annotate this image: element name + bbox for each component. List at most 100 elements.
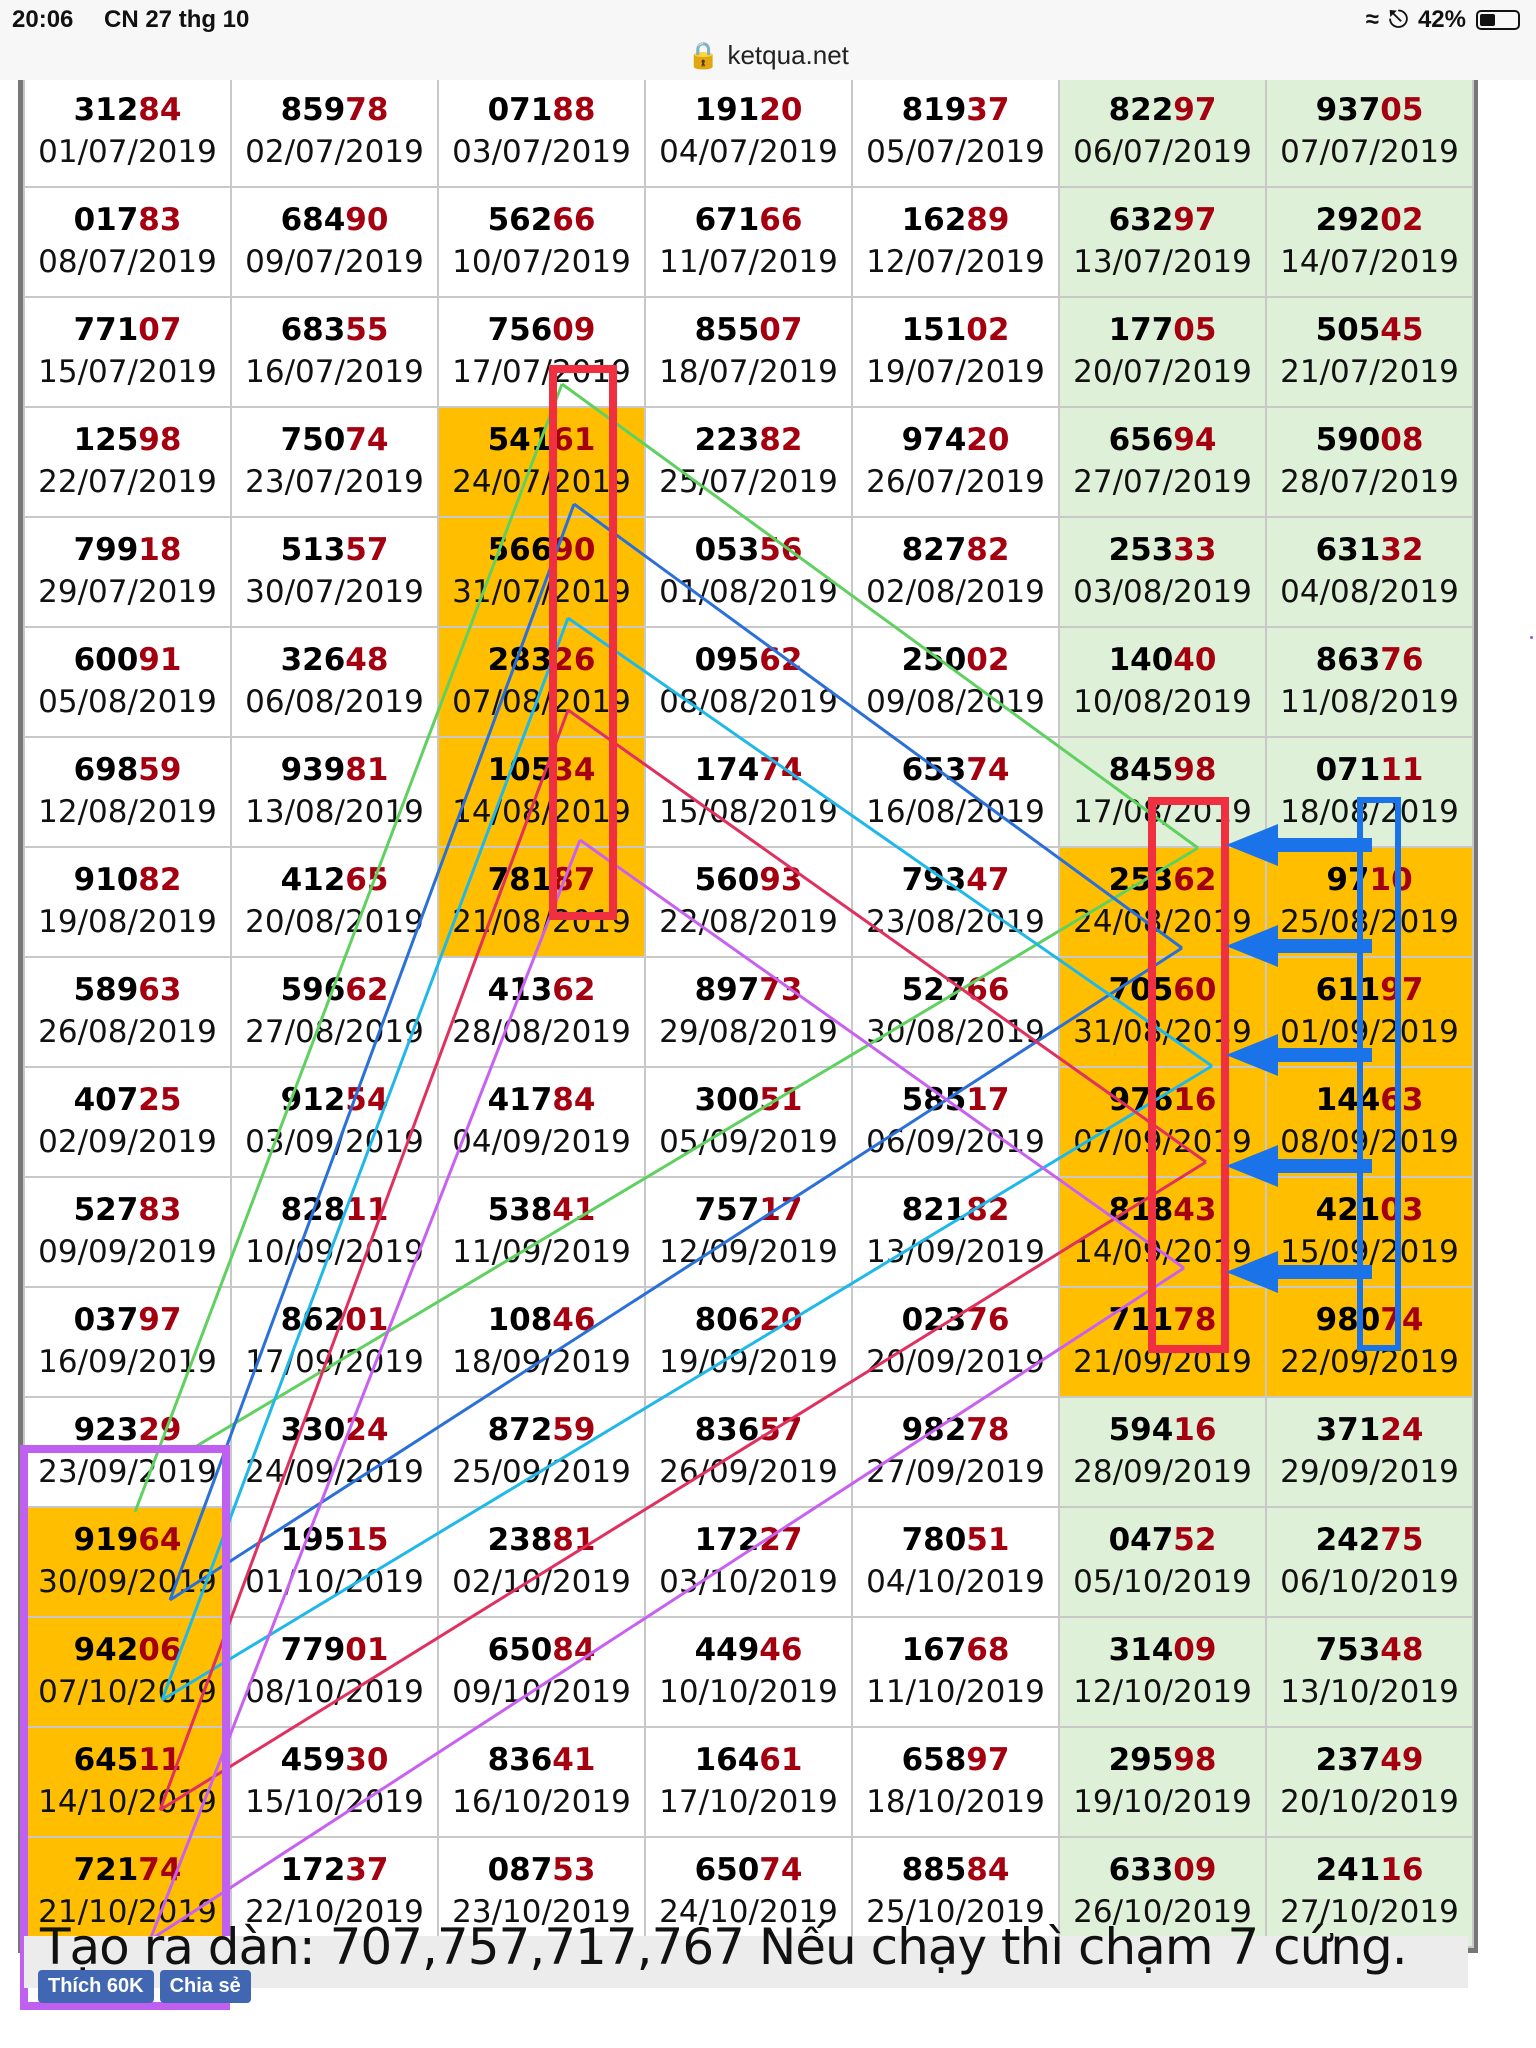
result-cell[interactable]: 41362 28/08/2019 (437, 956, 646, 1068)
result-cell[interactable]: 10846 18/09/2019 (437, 1286, 646, 1398)
result-cell[interactable]: 82782 02/08/2019 (851, 516, 1060, 628)
result-cell[interactable]: 82182 13/09/2019 (851, 1176, 1060, 1288)
result-cell[interactable]: 24275 06/10/2019 (1265, 1506, 1474, 1618)
result-cell[interactable]: 65694 27/07/2019 (1058, 406, 1267, 518)
result-cell[interactable]: 12598 22/07/2019 (23, 406, 232, 518)
result-cell[interactable]: 56093 22/08/2019 (644, 846, 853, 958)
result-cell[interactable]: 82811 10/09/2019 (230, 1176, 439, 1288)
result-cell[interactable]: 17227 03/10/2019 (644, 1506, 853, 1618)
url-bar[interactable]: 🔒 ketqua.net (0, 40, 1536, 80)
result-cell[interactable]: 54161 24/07/2019 (437, 406, 646, 518)
result-cell[interactable]: 17474 15/08/2019 (644, 736, 853, 848)
result-cell[interactable]: 75717 12/09/2019 (644, 1176, 853, 1288)
result-cell[interactable]: 85507 18/07/2019 (644, 296, 853, 408)
result-cell[interactable]: 33024 24/09/2019 (230, 1396, 439, 1508)
result-cell[interactable]: 05356 01/08/2019 (644, 516, 853, 628)
result-cell[interactable]: 63132 04/08/2019 (1265, 516, 1474, 628)
result-cell[interactable]: 03797 16/09/2019 (23, 1286, 232, 1398)
result-cell[interactable]: 93981 13/08/2019 (230, 736, 439, 848)
result-cell[interactable]: 45930 15/10/2019 (230, 1726, 439, 1838)
result-cell[interactable]: 61197 01/09/2019 (1265, 956, 1474, 1068)
result-cell[interactable]: 92329 23/09/2019 (23, 1396, 232, 1508)
result-cell[interactable]: 91964 30/09/2019 (23, 1506, 232, 1618)
result-cell[interactable]: 70560 31/08/2019 (1058, 956, 1267, 1068)
result-cell[interactable]: 77107 15/07/2019 (23, 296, 232, 408)
result-cell[interactable]: 25002 09/08/2019 (851, 626, 1060, 738)
result-cell[interactable]: 65897 18/10/2019 (851, 1726, 1060, 1838)
result-cell[interactable]: 89773 29/08/2019 (644, 956, 853, 1068)
result-cell[interactable]: 65374 16/08/2019 (851, 736, 1060, 848)
result-cell[interactable]: 81843 14/09/2019 (1058, 1176, 1267, 1288)
result-cell[interactable]: 42103 15/09/2019 (1265, 1176, 1474, 1288)
result-cell[interactable]: 19120 04/07/2019 (644, 80, 853, 188)
result-cell[interactable]: 59008 28/07/2019 (1265, 406, 1474, 518)
result-cell[interactable]: 30051 05/09/2019 (644, 1066, 853, 1178)
result-cell[interactable]: 37124 29/09/2019 (1265, 1396, 1474, 1508)
result-cell[interactable]: 75348 13/10/2019 (1265, 1616, 1474, 1728)
result-cell[interactable]: 97420 26/07/2019 (851, 406, 1060, 518)
result-cell[interactable]: 04752 05/10/2019 (1058, 1506, 1267, 1618)
result-cell[interactable]: 64511 14/10/2019 (23, 1726, 232, 1838)
result-cell[interactable]: 41265 20/08/2019 (230, 846, 439, 958)
result-cell[interactable]: 86201 17/09/2019 (230, 1286, 439, 1398)
result-cell[interactable]: 83641 16/10/2019 (437, 1726, 646, 1838)
result-cell[interactable]: 67166 11/07/2019 (644, 186, 853, 298)
result-cell[interactable]: 84598 17/08/2019 (1058, 736, 1267, 848)
result-cell[interactable]: 32648 06/08/2019 (230, 626, 439, 738)
result-cell[interactable]: 85978 02/07/2019 (230, 80, 439, 188)
result-cell[interactable]: 25362 24/08/2019 (1058, 846, 1267, 958)
result-cell[interactable]: 14463 08/09/2019 (1265, 1066, 1474, 1178)
result-cell[interactable]: 98278 27/09/2019 (851, 1396, 1060, 1508)
result-cell[interactable]: 25333 03/08/2019 (1058, 516, 1267, 628)
result-cell[interactable]: 58517 06/09/2019 (851, 1066, 1060, 1178)
result-cell[interactable]: 53841 11/09/2019 (437, 1176, 646, 1288)
facebook-like-button[interactable]: Thích 60K (38, 1970, 154, 2003)
result-cell[interactable]: 51357 30/07/2019 (230, 516, 439, 628)
result-cell[interactable]: 50545 21/07/2019 (1265, 296, 1474, 408)
result-cell[interactable]: 80620 19/09/2019 (644, 1286, 853, 1398)
result-cell[interactable]: 10534 14/08/2019 (437, 736, 646, 848)
result-cell[interactable]: 77901 08/10/2019 (230, 1616, 439, 1728)
result-cell[interactable]: 23881 02/10/2019 (437, 1506, 646, 1618)
result-cell[interactable]: 52783 09/09/2019 (23, 1176, 232, 1288)
result-cell[interactable]: 01783 08/07/2019 (23, 186, 232, 298)
result-cell[interactable]: 17705 20/07/2019 (1058, 296, 1267, 408)
result-cell[interactable]: 91082 19/08/2019 (23, 846, 232, 958)
result-cell[interactable]: 68490 09/07/2019 (230, 186, 439, 298)
result-cell[interactable]: 40725 02/09/2019 (23, 1066, 232, 1178)
result-cell[interactable]: 52766 30/08/2019 (851, 956, 1060, 1068)
result-cell[interactable]: 56266 10/07/2019 (437, 186, 646, 298)
result-cell[interactable]: 75074 23/07/2019 (230, 406, 439, 518)
result-cell[interactable]: 41784 04/09/2019 (437, 1066, 646, 1178)
result-cell[interactable]: 19515 01/10/2019 (230, 1506, 439, 1618)
result-cell[interactable]: 23749 20/10/2019 (1265, 1726, 1474, 1838)
result-cell[interactable]: 97616 07/09/2019 (1058, 1066, 1267, 1178)
result-cell[interactable]: 15102 19/07/2019 (851, 296, 1060, 408)
result-cell[interactable]: 31409 12/10/2019 (1058, 1616, 1267, 1728)
result-cell[interactable]: 24116 27/10/2019 (1265, 1836, 1474, 1948)
result-cell[interactable]: 16289 12/07/2019 (851, 186, 1060, 298)
result-cell[interactable]: 07111 18/08/2019 (1265, 736, 1474, 848)
result-cell[interactable]: 79918 29/07/2019 (23, 516, 232, 628)
result-cell[interactable]: 59662 27/08/2019 (230, 956, 439, 1068)
result-cell[interactable]: 31284 01/07/2019 (23, 80, 232, 188)
result-cell[interactable]: 65084 09/10/2019 (437, 1616, 646, 1728)
result-cell[interactable]: 59416 28/09/2019 (1058, 1396, 1267, 1508)
result-cell[interactable]: 79347 23/08/2019 (851, 846, 1060, 958)
result-cell[interactable]: 69859 12/08/2019 (23, 736, 232, 848)
result-cell[interactable]: 02376 20/09/2019 (851, 1286, 1060, 1398)
result-cell[interactable]: 58963 26/08/2019 (23, 956, 232, 1068)
result-cell[interactable]: 82297 06/07/2019 (1058, 80, 1267, 188)
result-cell[interactable]: 86376 11/08/2019 (1265, 626, 1474, 738)
result-cell[interactable]: 75609 17/07/2019 (437, 296, 646, 408)
result-cell[interactable]: 16768 11/10/2019 (851, 1616, 1060, 1728)
result-cell[interactable]: 83657 26/09/2019 (644, 1396, 853, 1508)
result-cell[interactable]: 56690 31/07/2019 (437, 516, 646, 628)
result-cell[interactable]: 63297 13/07/2019 (1058, 186, 1267, 298)
result-cell[interactable]: 29598 19/10/2019 (1058, 1726, 1267, 1838)
result-cell[interactable]: 98074 22/09/2019 (1265, 1286, 1474, 1398)
result-cell[interactable]: 28326 07/08/2019 (437, 626, 646, 738)
result-cell[interactable]: 16461 17/10/2019 (644, 1726, 853, 1838)
result-cell[interactable]: 87259 25/09/2019 (437, 1396, 646, 1508)
result-cell[interactable]: 14040 10/08/2019 (1058, 626, 1267, 738)
